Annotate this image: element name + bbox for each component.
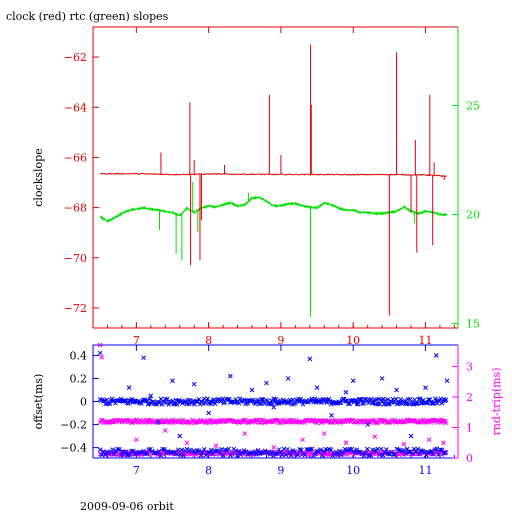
- roundtrip-outlier-point: [184, 440, 190, 446]
- offset-y2tick-label: 2: [466, 391, 473, 404]
- slopes-xtick-label: 9: [277, 334, 284, 347]
- slopes-ytick-label: −64: [64, 101, 87, 114]
- slopes-ytick-label: −68: [64, 202, 87, 215]
- offset-ytick-label: 0: [80, 396, 87, 409]
- roundtrip-outlier-point: [134, 437, 139, 443]
- roundtrip-outlier-point: [271, 444, 277, 450]
- slopes-xtick-label: 11: [418, 334, 432, 347]
- roundtrip-outlier-point: [99, 354, 105, 360]
- offset-y2tick-label: 3: [466, 360, 473, 373]
- offset-outlier-point: [343, 389, 349, 395]
- rtc-slope-line: [99, 195, 448, 223]
- offset-outlier-point: [379, 376, 385, 381]
- slopes-xtick-label: 10: [346, 334, 360, 347]
- roundtrip-outlier-point: [97, 342, 103, 348]
- offset-outlier-point: [126, 385, 132, 391]
- offset-ytick-label: 0.4: [70, 349, 88, 362]
- slopes-ytick-label: −62: [64, 51, 87, 64]
- slopes-y2tick-label: 15: [466, 318, 480, 331]
- clock-slope-line: [99, 172, 447, 178]
- slopes-ylabel: clockslope: [32, 148, 45, 206]
- offset-lower-band: [97, 446, 448, 459]
- offset-outlier-point: [191, 381, 197, 387]
- roundtrip-outlier-point: [242, 431, 248, 436]
- roundtrip-band: [97, 417, 449, 426]
- orbit-date-label: 2009-09-06 orbit: [80, 500, 174, 512]
- offset-outlier-point: [307, 356, 313, 362]
- slopes-ytick-label: −72: [64, 302, 87, 315]
- offset-ytick-label: −0.4: [60, 442, 87, 455]
- offset-outlier-point: [97, 350, 103, 356]
- offset-xtick-label: 9: [277, 464, 284, 477]
- offset-outlier-point: [444, 378, 450, 384]
- offset-y2tick-label: 1: [466, 421, 473, 434]
- offset-outlier-point: [285, 376, 291, 381]
- offset-xtick-label: 7: [133, 464, 140, 477]
- roundtrip-outlier-point: [401, 441, 407, 447]
- offset-outlier-point: [249, 387, 255, 393]
- roundtrip-outlier-point: [162, 428, 168, 433]
- offset-outlier-point: [394, 387, 399, 393]
- offset-outlier-point: [227, 373, 233, 379]
- offset-outlier-point: [329, 412, 334, 418]
- slopes-xtick-label: 7: [133, 334, 140, 347]
- slopes-y2tick-label: 25: [466, 100, 480, 113]
- offset-outlier-point: [350, 378, 356, 384]
- roundtrip-outlier-point: [441, 440, 446, 446]
- offset-band: [97, 396, 449, 407]
- slopes-y2tick-label: 20: [466, 209, 480, 222]
- offset-outlier-point: [170, 378, 175, 384]
- offset-outlier-point: [314, 385, 320, 391]
- offset-xtick-label: 11: [418, 464, 432, 477]
- offset-outlier-point: [423, 385, 428, 391]
- offset-y2label: rnd-trip(ms): [490, 368, 503, 436]
- roundtrip-outlier-point: [426, 437, 432, 443]
- offset-outlier-point: [206, 410, 211, 416]
- offset-xtick-label: 10: [346, 464, 360, 477]
- offset-outlier-point: [365, 422, 371, 427]
- offset-outlier-point: [264, 380, 269, 386]
- offset-outlier-point: [408, 433, 414, 439]
- offset-ylabel: offset(ms): [32, 374, 45, 430]
- offset-outlier-point: [433, 353, 439, 358]
- roundtrip-outlier-point: [213, 443, 219, 449]
- offset-y2tick-label: 0: [466, 452, 473, 465]
- offset-outlier-point: [271, 404, 277, 410]
- roundtrip-outlier-point: [321, 431, 327, 436]
- roundtrip-outlier-point: [343, 440, 349, 446]
- offset-ytick-label: −0.2: [60, 419, 87, 432]
- offset-outlier-point: [141, 355, 146, 361]
- slopes-ytick-label: −66: [64, 151, 87, 164]
- roundtrip-outlier-point: [300, 437, 305, 443]
- offset-xtick-label: 8: [205, 464, 212, 477]
- offset-ytick-label: 0.2: [70, 372, 88, 385]
- slopes-xtick-label: 8: [205, 334, 212, 347]
- roundtrip-outlier-point: [372, 434, 378, 439]
- offset-outlier-point: [148, 393, 154, 399]
- slopes-ytick-label: −70: [64, 252, 87, 265]
- offset-outlier-point: [177, 433, 183, 439]
- offset-outlier-point: [155, 419, 161, 425]
- chart-title: clock (red) rtc (green) slopes: [6, 10, 169, 23]
